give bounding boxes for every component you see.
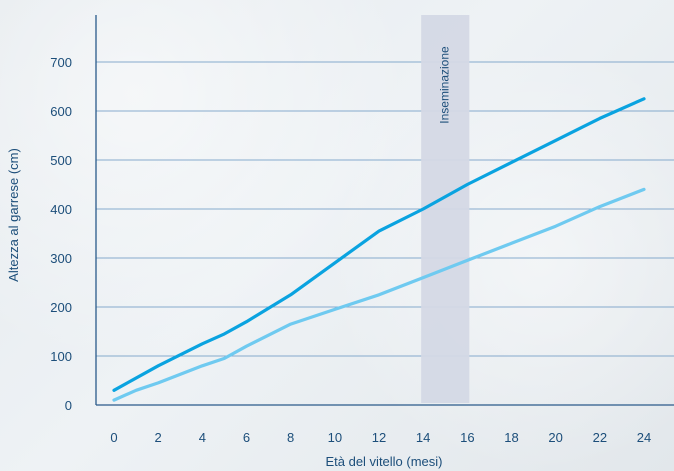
x-tick-label: 10 xyxy=(328,430,342,445)
series-line-top xyxy=(112,97,646,392)
y-tick-label: 400 xyxy=(50,202,72,217)
x-tick-label: 12 xyxy=(372,430,386,445)
y-tick-label: 0 xyxy=(65,398,72,413)
x-tick-label: 22 xyxy=(593,430,607,445)
series-layer xyxy=(112,97,646,402)
y-tick-label: 700 xyxy=(50,55,72,70)
x-tick-label: 20 xyxy=(548,430,562,445)
x-tick-label: 6 xyxy=(243,430,250,445)
x-tick-label: 4 xyxy=(199,430,206,445)
x-tick-label: 24 xyxy=(637,430,651,445)
grid-layer xyxy=(96,61,674,357)
x-tick-label: 14 xyxy=(416,430,430,445)
x-tick-label: 18 xyxy=(504,430,518,445)
y-tick-label: 600 xyxy=(50,104,72,119)
y-tick-label: 200 xyxy=(50,300,72,315)
insemination-label: Inseminazione xyxy=(437,46,451,124)
insemination-band xyxy=(421,15,470,403)
annotation-band-layer: Inseminazione xyxy=(421,15,470,403)
series-line-bottom xyxy=(112,187,646,402)
y-axis-title: Altezza al garrese (cm) xyxy=(6,148,21,282)
x-axis-title: Età del vitello (mesi) xyxy=(325,454,442,469)
axis-layer xyxy=(95,15,674,406)
y-tick-label: 500 xyxy=(50,153,72,168)
x-tick-label: 0 xyxy=(110,430,117,445)
y-tick-label: 300 xyxy=(50,251,72,266)
y-tick-label: 100 xyxy=(50,349,72,364)
x-tick-label: 16 xyxy=(460,430,474,445)
x-tick-label: 2 xyxy=(155,430,162,445)
x-tick-label: 8 xyxy=(287,430,294,445)
